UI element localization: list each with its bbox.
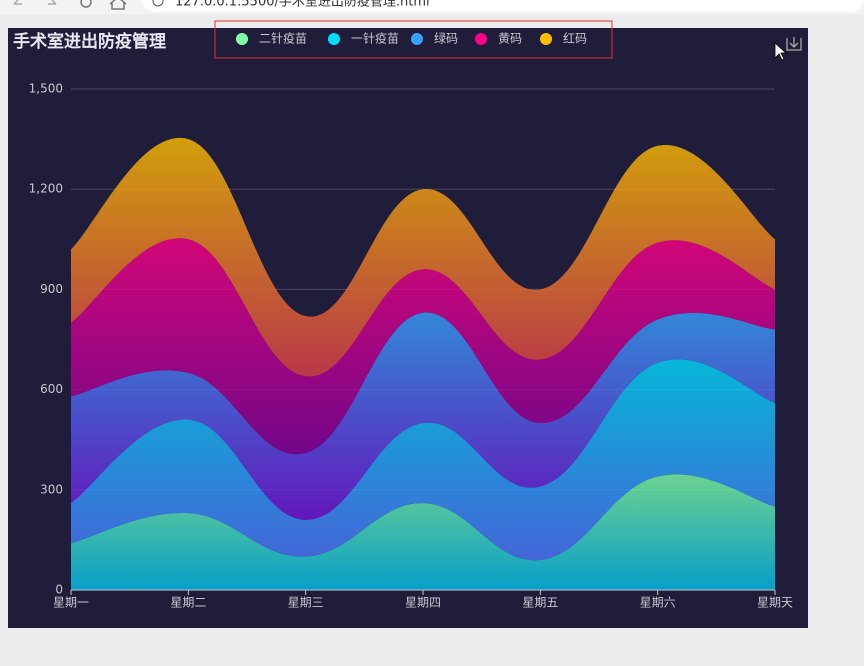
area — [71, 137, 775, 377]
legend-swatch — [475, 33, 487, 45]
area — [71, 359, 775, 561]
x-tick-label: 星期四 — [405, 596, 441, 610]
reload-icon[interactable] — [80, 0, 92, 8]
cursor — [774, 42, 788, 61]
area — [71, 474, 775, 590]
legend-label: 黄码 — [498, 32, 522, 46]
forward-icon[interactable] — [48, 0, 57, 5]
y-tick-label: 1,500 — [29, 82, 63, 96]
legend-swatch — [411, 33, 423, 45]
legend-label: 红码 — [563, 31, 587, 46]
area — [71, 312, 775, 520]
legend-label: 一针疫苗 — [351, 31, 399, 46]
area — [71, 238, 775, 455]
y-tick-label: 900 — [40, 282, 63, 296]
y-tick-label: 600 — [40, 382, 63, 396]
y-tick-label: 300 — [40, 482, 63, 496]
y-tick-label: 1,200 — [29, 182, 63, 196]
legend-label: 二针疫苗 — [259, 31, 307, 46]
legend-swatch — [328, 33, 340, 45]
address-bar[interactable] — [142, 0, 864, 12]
x-tick-label: 星期二 — [170, 596, 206, 610]
x-tick-label: 星期六 — [640, 596, 676, 610]
x-tick-label: 星期五 — [522, 596, 558, 610]
plot: 0 300 600 900 1,200 1,500 星期一 星期二 星期三 星期四 星期五 星期六 星期… — [29, 82, 793, 610]
url: 127.0.0.1:5500/手术室进出防疫管理.html — [175, 0, 430, 10]
back-icon[interactable] — [13, 0, 22, 5]
legend-label: 绿码 — [434, 31, 458, 46]
home-icon[interactable] — [109, 0, 127, 10]
legend-swatch — [540, 33, 552, 45]
x-tick-label: 星期天 — [757, 596, 793, 610]
chart-title: 手术室进出防疫管理 — [13, 31, 166, 52]
y-tick-label: 0 — [55, 583, 63, 597]
legend: 二针疫苗 一针疫苗 绿码 黄码 红码 — [236, 31, 587, 46]
download-icon[interactable] — [786, 37, 802, 51]
x-tick-label: 星期一 — [53, 596, 89, 610]
highlight-box — [214, 20, 613, 59]
legend-swatch — [236, 33, 248, 45]
info-icon — [152, 0, 164, 7]
x-tick-label: 星期三 — [288, 596, 324, 610]
